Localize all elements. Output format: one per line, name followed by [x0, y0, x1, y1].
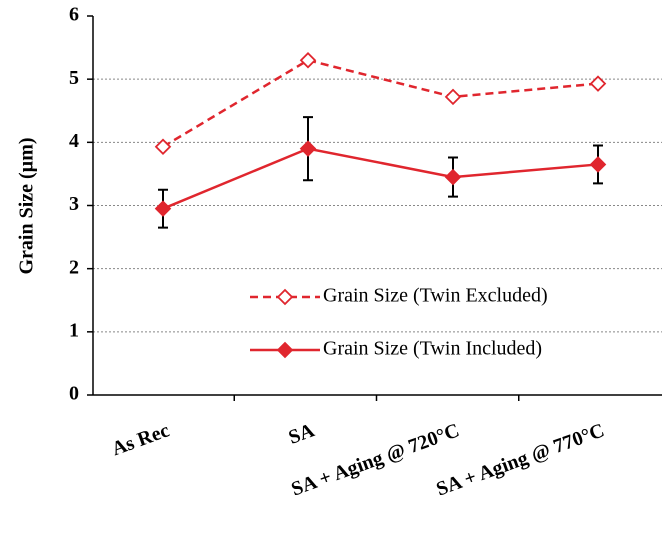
- data-point: [589, 156, 607, 173]
- x-tick-label: As Rec: [109, 419, 172, 460]
- y-tick-label: 3: [69, 193, 79, 215]
- data-point: [154, 138, 172, 156]
- series-line: [162, 147, 599, 210]
- y-tick-label: 6: [69, 4, 79, 26]
- y-tick-label: 4: [69, 130, 79, 152]
- x-tick-label: SA + Aging @ 770°C: [433, 419, 607, 500]
- y-tick-label: 2: [69, 256, 79, 278]
- y-tick-label: 1: [69, 319, 79, 341]
- y-tick-label: 0: [69, 383, 79, 405]
- legend-marker: [276, 341, 294, 359]
- legend-marker: [276, 288, 294, 306]
- legend-label: Grain Size (Twin Excluded): [323, 285, 548, 307]
- data-point: [589, 75, 607, 92]
- y-tick-label: 5: [69, 67, 79, 89]
- data-point: [444, 88, 462, 106]
- data-point: [444, 168, 462, 186]
- data-point: [299, 51, 317, 69]
- series-line: [162, 58, 599, 148]
- data-point: [299, 140, 317, 157]
- x-tick-label: SA: [286, 419, 318, 449]
- y-axis-label: Grain Size (µm): [16, 137, 38, 274]
- data-point: [154, 200, 172, 217]
- legend-label: Grain Size (Twin Included): [323, 338, 542, 360]
